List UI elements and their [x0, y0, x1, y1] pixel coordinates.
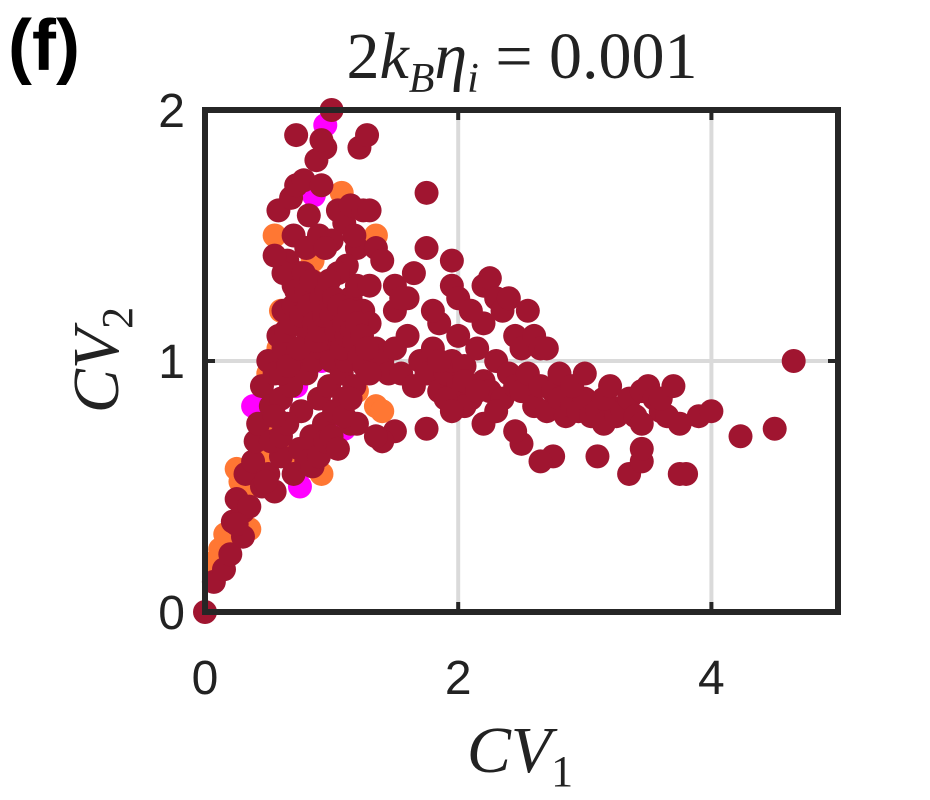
- data-point-series-3: [477, 266, 502, 291]
- data-point-series-3: [585, 444, 610, 469]
- y-tick-label: 1: [158, 336, 185, 389]
- data-point-series-3: [218, 542, 243, 567]
- data-point-series-3: [728, 424, 753, 449]
- data-point-series-3: [355, 336, 380, 361]
- data-point-series-3: [781, 349, 806, 373]
- data-point-series-3: [224, 512, 249, 537]
- x-axis-label-main: CV: [467, 714, 558, 787]
- data-point-series-3: [325, 436, 350, 461]
- data-point-series-3: [395, 323, 420, 348]
- chart-title-eta: η: [434, 20, 467, 93]
- data-point-series-3: [338, 386, 363, 411]
- data-point-series-3: [420, 298, 445, 323]
- data-point-series-3: [357, 273, 382, 298]
- data-point-series-3: [237, 494, 262, 519]
- data-point-series-3: [484, 399, 509, 424]
- data-point-series-3: [598, 374, 623, 399]
- data-point-series-2: [370, 399, 395, 424]
- data-point-series-3: [414, 236, 439, 261]
- data-point-series-3: [357, 198, 382, 223]
- data-point-series-3: [439, 248, 464, 273]
- data-point-series-3: [342, 223, 367, 248]
- data-point-series-3: [309, 128, 334, 153]
- data-point-series-2: [262, 223, 287, 248]
- data-point-series-3: [534, 336, 559, 361]
- data-point-series-3: [389, 286, 414, 311]
- data-point-series-3: [262, 404, 287, 429]
- data-point-series-3: [253, 469, 278, 494]
- data-point-series-3: [465, 336, 490, 361]
- chart-title-k-sub: B: [409, 56, 435, 102]
- data-point-series-3: [284, 123, 309, 148]
- data-point-series-3: [465, 379, 490, 404]
- data-point-series-3: [528, 449, 553, 474]
- data-point-series-3: [446, 323, 471, 348]
- data-point-series-3: [427, 349, 452, 373]
- chart-title-pre: 2: [346, 20, 379, 93]
- data-point-series-3: [762, 416, 787, 441]
- data-point-series-3: [572, 361, 597, 386]
- data-point-series-3: [458, 298, 483, 323]
- y-tick-label: 2: [158, 85, 185, 138]
- data-point-series-3: [313, 236, 338, 261]
- data-point-series-3: [370, 248, 395, 273]
- data-point-series-3: [515, 298, 540, 323]
- y-axis-label-main: CV: [60, 322, 133, 413]
- data-point-series-3: [414, 180, 439, 205]
- panel-label: (f): [8, 6, 80, 86]
- data-point-series-3: [503, 419, 528, 444]
- chart-title: 2kBηi = 0.001: [346, 20, 697, 102]
- y-axis-label-sub: 2: [93, 307, 142, 329]
- data-point-series-3: [401, 261, 426, 286]
- axis-ticks: 0 2 4 0 1 2: [158, 85, 838, 705]
- data-point-series-3: [496, 286, 521, 311]
- chart-title-k: k: [379, 20, 410, 93]
- data-point-series-3: [667, 411, 692, 436]
- data-point-series-3: [414, 416, 439, 441]
- data-points: [193, 98, 806, 624]
- x-tick-label: 0: [192, 652, 219, 705]
- data-point-series-3: [276, 354, 301, 379]
- chart-title-post: = 0.001: [479, 20, 698, 93]
- data-point-series-3: [667, 461, 692, 486]
- data-point-series-3: [262, 243, 287, 268]
- x-tick-label: 2: [445, 652, 472, 705]
- data-point-series-3: [309, 173, 334, 198]
- chart-title-eta-sub: i: [467, 56, 479, 102]
- x-tick-label: 4: [698, 652, 725, 705]
- data-point-series-3: [629, 411, 654, 436]
- y-tick-label: 0: [158, 587, 185, 640]
- data-point-series-3: [629, 436, 654, 461]
- x-axis-label-sub: 1: [551, 747, 573, 796]
- data-point-series-3: [439, 399, 464, 424]
- x-axis-label: CV1: [467, 714, 573, 796]
- data-point-series-3: [661, 374, 686, 399]
- data-point-series-3: [699, 399, 724, 424]
- data-point-series-3: [357, 361, 382, 386]
- data-point-series-3: [363, 424, 388, 449]
- data-point-series-3: [296, 203, 321, 228]
- y-axis-label: CV2: [60, 307, 142, 413]
- data-point-series-3: [355, 123, 380, 148]
